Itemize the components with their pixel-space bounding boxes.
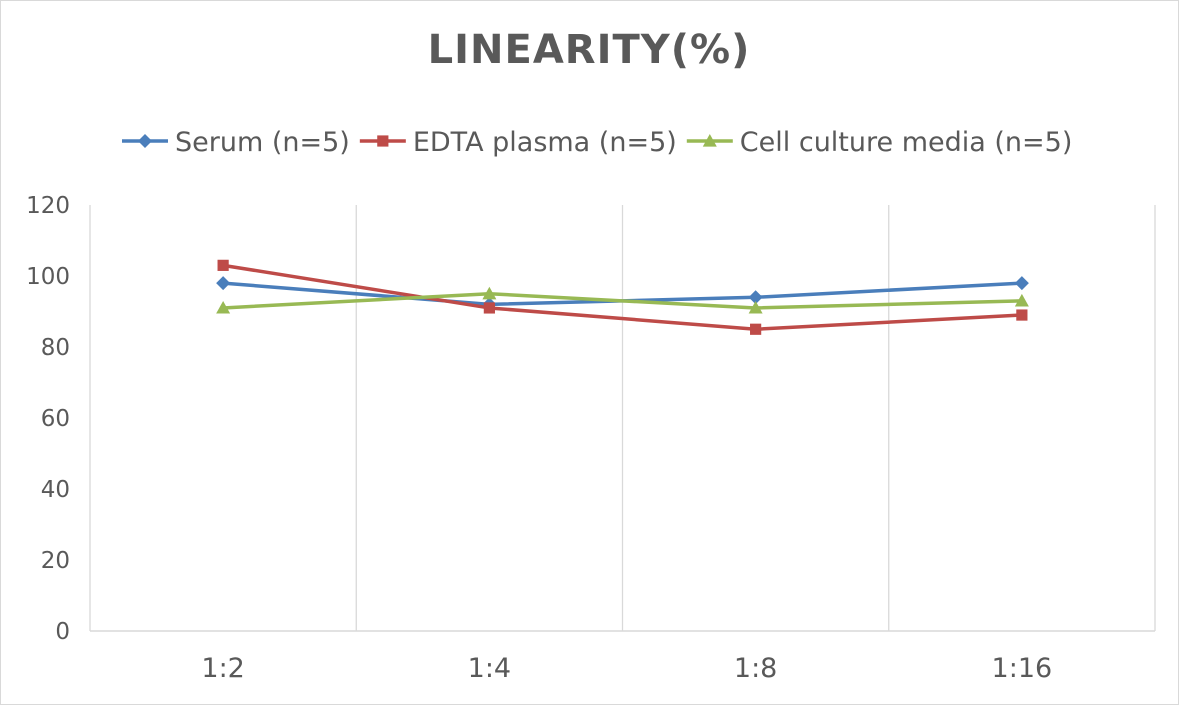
series-line xyxy=(222,263,1022,331)
x-tick-label: 1:2 xyxy=(201,653,244,684)
y-tick-label: 0 xyxy=(55,619,70,645)
x-tick-label: 1:4 xyxy=(468,653,511,684)
chart-title: LINEARITY(%) xyxy=(428,27,751,73)
y-axis: 0 20 40 60 80 100 120 xyxy=(26,193,70,645)
legend-label: EDTA plasma (n=5) xyxy=(413,127,677,158)
y-tick-label: 120 xyxy=(26,193,70,219)
data-point-square xyxy=(377,135,389,147)
x-tick-label: 1:8 xyxy=(734,653,777,684)
legend-label: Serum (n=5) xyxy=(175,127,350,158)
data-point-square xyxy=(483,302,495,314)
data-point-triangle xyxy=(748,300,763,314)
data-point-square xyxy=(1016,309,1028,321)
y-tick-label: 20 xyxy=(41,548,70,574)
data-point-triangle xyxy=(702,134,717,147)
y-tick-label: 40 xyxy=(41,477,70,503)
y-tick-label: 60 xyxy=(41,406,70,432)
series-cell xyxy=(216,286,1029,314)
series-group xyxy=(216,259,1029,335)
x-axis: 1:2 1:4 1:8 1:16 xyxy=(201,653,1052,684)
y-tick-label: 100 xyxy=(26,264,70,290)
series-line xyxy=(223,292,1022,310)
data-point-diamond xyxy=(748,290,763,305)
y-tick-label: 80 xyxy=(41,335,70,361)
data-point-diamond xyxy=(138,134,152,148)
data-point-diamond xyxy=(1014,276,1029,291)
data-point-triangle xyxy=(216,300,231,314)
legend-label: Cell culture media (n=5) xyxy=(740,127,1073,158)
legend-item: Serum (n=5) xyxy=(122,127,350,158)
x-tick-label: 1:16 xyxy=(992,653,1053,684)
grid xyxy=(89,205,1156,632)
data-point-triangle xyxy=(482,286,497,300)
data-point-square xyxy=(217,259,229,271)
data-point-square xyxy=(750,323,762,335)
series-edta xyxy=(217,259,1028,335)
legend: Serum (n=5) EDTA plasma (n=5) Cell culture… xyxy=(122,127,1072,158)
legend-item: EDTA plasma (n=5) xyxy=(359,127,677,158)
data-point-diamond xyxy=(216,276,231,291)
legend-item: Cell culture media (n=5) xyxy=(686,127,1073,158)
data-point-triangle xyxy=(1014,293,1029,307)
